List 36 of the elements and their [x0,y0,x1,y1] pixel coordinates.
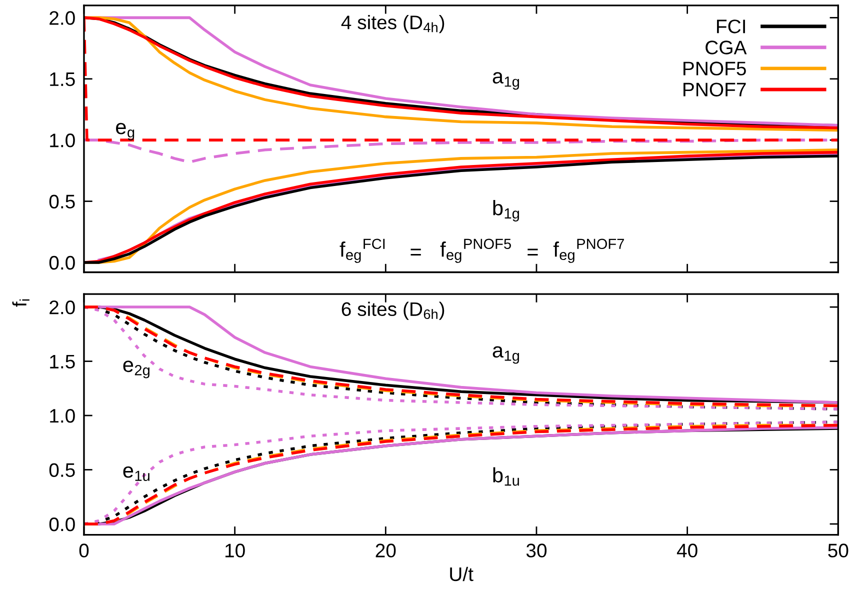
chart-title: 4 sites (D$_{4h}$) [341,14,444,34]
y-tick-label: 1.0 [50,134,75,148]
legend-label: PNOF5 [684,62,746,76]
chart-title: 6 sites (D$_{6h}$) [342,302,444,320]
legend-label: PNOF7 [684,82,746,96]
annotation: = [528,248,538,256]
y-tick-label: 0.0 [49,517,75,532]
annotation: b$_{1u}$ [493,467,519,486]
x-tick-label: 10 [225,544,245,558]
annotation: a$_{1g}$ [492,346,519,364]
y-tick-label: 0.0 [49,256,75,270]
x-tick-label: 20 [376,544,396,558]
annotation: a$_{1g}$ [492,72,519,90]
annotation: b$_{1g}$ [493,200,519,222]
y-tick-label: 2.0 [50,11,75,25]
y-axis-title: f$_{i}$ [12,299,30,307]
x-tick-label: 50 [828,544,848,558]
annotation: f$_{eg}$$^{FCI}$ [340,238,385,263]
legend-label: FCI [717,20,745,34]
annotation: f$_{eg}$$^{PNOF5}$ [440,238,511,263]
y-tick-label: 1.5 [50,72,75,86]
legend-label: CGA [706,40,747,54]
y-tick-label: 0.5 [49,463,75,477]
annotation: f$_{eg}$$^{PNOF7}$ [553,238,624,263]
y-tick-label: 0.5 [49,194,75,208]
x-tick-label: 0 [79,544,89,558]
annotation: e$_{1u}$ [123,466,150,482]
x-tick-label: 40 [676,544,698,558]
annotation: = [410,248,421,256]
y-tick-label: 2.0 [50,300,75,314]
annotation: e$_{2g}$ [123,360,150,378]
x-axis-title: U/t [450,566,474,582]
annotation: e$_{g}$ [116,122,134,140]
y-tick-label: 1.0 [50,408,75,423]
y-tick-label: 1.5 [50,354,75,369]
x-tick-label: 30 [526,544,547,558]
